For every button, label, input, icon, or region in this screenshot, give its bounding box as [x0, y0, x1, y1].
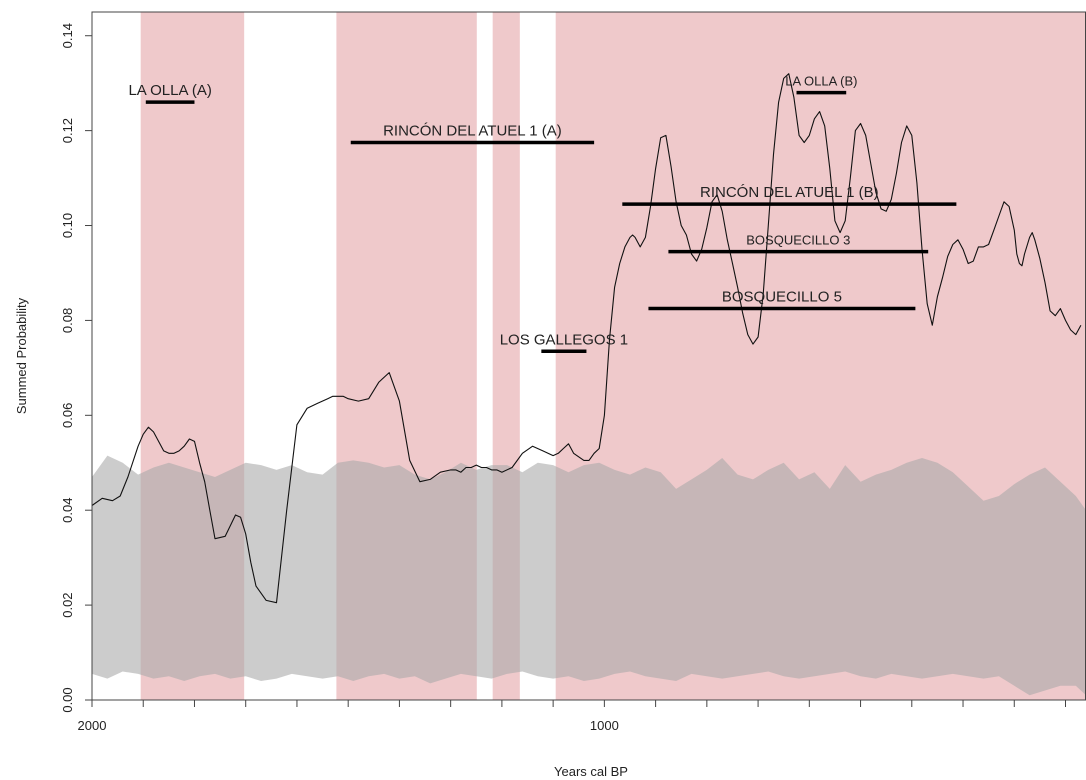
y-axis-label: Summed Probability	[14, 297, 29, 414]
site-range-5: BOSQUECILLO 3	[668, 233, 929, 254]
site-range-label: BOSQUECILLO 3	[746, 233, 850, 248]
site-range-label: LOS GALLEGOS 1	[500, 331, 628, 348]
site-range-4: RINCÓN DEL ATUEL 1 (B)	[622, 184, 957, 206]
y-tick-label: 0.08	[60, 308, 75, 333]
envelope-area	[92, 455, 1086, 696]
site-range-label: BOSQUECILLO 5	[722, 289, 842, 306]
null-model-envelope	[92, 455, 1086, 696]
y-tick-label: 0.12	[60, 118, 75, 143]
x-tick-label: 1000	[590, 718, 619, 733]
site-range-label: RINCÓN DEL ATUEL 1 (A)	[383, 122, 562, 139]
site-range-1: LA OLLA (A)	[128, 82, 212, 104]
site-date-ranges: LA OLLA (A) RINCÓN DEL ATUEL 1 (A) LOS GAL…	[128, 74, 957, 354]
y-tick-label: 0.10	[60, 213, 75, 238]
y-tick-label: 0.02	[60, 592, 75, 617]
site-range-7: LA OLLA (B)	[785, 74, 857, 95]
x-axis-label: Years cal BP	[554, 764, 628, 779]
site-range-2: RINCÓN DEL ATUEL 1 (A)	[350, 122, 595, 145]
site-range-3: LOS GALLEGOS 1	[500, 331, 628, 354]
y-tick-label: 0.04	[60, 498, 75, 523]
y-tick-label: 0.14	[60, 23, 75, 48]
spd-curve	[91, 73, 1082, 604]
y-tick-label: 0.00	[60, 687, 75, 712]
y-tick-label: 0.06	[60, 403, 75, 428]
site-range-label: LA OLLA (A)	[128, 82, 211, 99]
spd-curve-layer	[91, 73, 1082, 604]
site-range-label: LA OLLA (B)	[785, 74, 857, 89]
site-range-label: RINCÓN DEL ATUEL 1 (B)	[700, 184, 879, 201]
site-range-6: BOSQUECILLO 5	[648, 289, 916, 311]
x-tick-label: 2000	[78, 718, 107, 733]
